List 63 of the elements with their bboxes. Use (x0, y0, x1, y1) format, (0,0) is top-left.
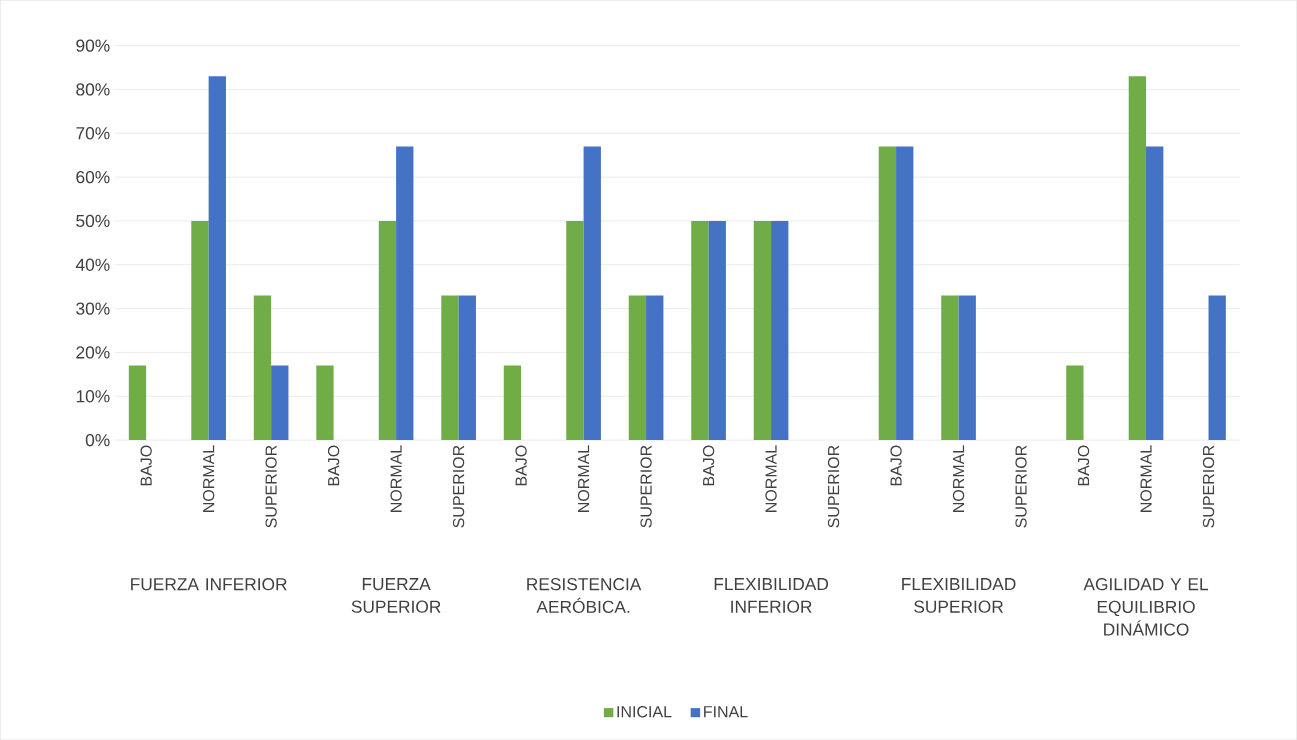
text: FLEXIBILIDAD SUPERIOR (902, 577, 1016, 613)
bar (878, 146, 897, 440)
y-tick-label: 50% (76, 214, 110, 227)
x-tick-label: SUPERIOR (1015, 445, 1027, 528)
x-tick-label: NORMAL (1140, 445, 1152, 512)
x-tick-label: NORMAL (765, 445, 777, 512)
y-tick-label: 20% (76, 346, 110, 359)
text: AGILIDAD Y EL EQUILIBRIO DINÁMICO (1083, 577, 1209, 636)
y-tick-label: 0% (85, 433, 110, 447)
bar (503, 365, 522, 440)
y-tick-label: 30% (76, 302, 110, 315)
bar (396, 146, 414, 440)
bar (583, 146, 601, 440)
x-tick-label: NORMAL (952, 445, 965, 512)
x-tick-label: SUPERIOR (1202, 445, 1215, 528)
bar (208, 76, 226, 440)
legend-label: FINAL (704, 706, 748, 718)
y-tick-label: 60% (76, 170, 110, 184)
x-tick-label: BAJO (515, 445, 527, 486)
bar (771, 220, 789, 440)
x-tick-label: BAJO (890, 445, 902, 486)
bar (896, 146, 914, 440)
x-tick-label: SUPERIOR (827, 445, 840, 528)
text: FUERZA INFERIOR (131, 577, 287, 591)
bar (441, 295, 459, 440)
bar (753, 220, 772, 440)
x-tick-label: SUPERIOR (640, 445, 652, 528)
bar (378, 220, 397, 440)
x-tick-label: NORMAL (202, 445, 215, 512)
bar (458, 295, 476, 440)
bar (1146, 146, 1164, 440)
bar (708, 220, 726, 440)
x-tick-label: SUPERIOR (265, 445, 277, 528)
x-tick-label: NORMAL (390, 445, 402, 512)
bar (628, 295, 647, 440)
text: FLEXIBILIDAD INFERIOR (714, 577, 829, 613)
legend-label: INICIAL (617, 705, 672, 718)
bar (271, 365, 289, 440)
bar (691, 220, 709, 440)
x-tick-label: BAJO (327, 445, 340, 486)
x-tick-label: BAJO (702, 445, 715, 486)
x-tick-label: NORMAL (577, 445, 590, 512)
x-tick-label: BAJO (140, 445, 152, 486)
bar (191, 220, 209, 440)
bar (958, 295, 976, 440)
y-tick-label: 90% (76, 39, 110, 52)
text: RESISTENCIA AERÓBICA. (527, 577, 642, 613)
bar (1066, 365, 1084, 440)
bar (566, 220, 584, 440)
y-tick-label: 70% (76, 127, 110, 140)
x-tick-label: BAJO (1077, 445, 1090, 486)
y-tick-label: 80% (76, 83, 110, 96)
bar (646, 295, 664, 440)
bar (941, 295, 959, 440)
bar (253, 295, 272, 440)
y-tick-label: 40% (75, 258, 110, 271)
text: FUERZA SUPERIOR (351, 577, 441, 613)
bar (316, 365, 334, 440)
y-tick-label: 10% (76, 390, 110, 403)
bar (1128, 76, 1147, 440)
bar (128, 365, 147, 440)
x-tick-label: SUPERIOR (452, 445, 465, 528)
bar (1208, 295, 1226, 440)
